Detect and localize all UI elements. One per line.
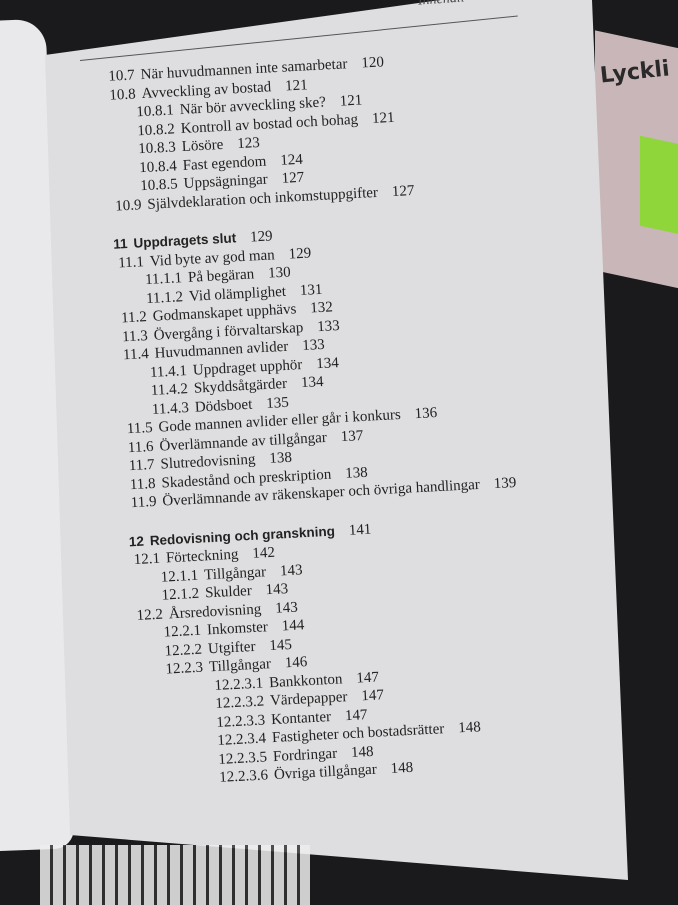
toc-entry-num: 11.1.1 xyxy=(144,270,183,289)
toc-entry-num: 12.2.3 xyxy=(165,659,204,678)
toc-entry-title: Utgifter xyxy=(207,638,256,657)
toc-entry-page: 134 xyxy=(300,373,324,392)
toc-entry-title: Värdepapper xyxy=(269,689,348,710)
toc-entry-num: 12.2.3.6 xyxy=(218,767,269,786)
toc-entry-page: 121 xyxy=(339,92,363,110)
toc-entry-page: 143 xyxy=(265,581,289,599)
toc-entry-num: 10.8 xyxy=(109,85,137,104)
toc-entry-num: 12.1 xyxy=(133,550,161,569)
toc-entry-num: 11.7 xyxy=(128,456,155,475)
toc-entry-page: 121 xyxy=(284,76,309,95)
toc-entry-num: 12.2.3.1 xyxy=(214,675,264,694)
toc-entry-page: 143 xyxy=(274,599,299,617)
toc-entry-page: 148 xyxy=(457,719,482,737)
toc-entry-page: 121 xyxy=(371,109,395,127)
toc-entry-page: 138 xyxy=(344,464,369,482)
toc-entry-page: 135 xyxy=(265,394,290,412)
toc-entry-page: 146 xyxy=(284,654,308,672)
toc-entry-page: 131 xyxy=(299,281,323,299)
toc-entry-num: 12.2.3.3 xyxy=(215,711,266,731)
toc-entry-title: Fordringar xyxy=(272,745,338,765)
toc-entry-title: På begäran xyxy=(187,266,255,286)
toc-entry-page: 148 xyxy=(350,743,374,761)
toc-entry-page: 124 xyxy=(279,151,304,169)
toc-entry-title: Övriga tillgångar xyxy=(273,761,378,784)
toc-entry-num: 11 xyxy=(112,236,128,252)
toc-entry-page: 120 xyxy=(360,54,385,72)
toc-entry-page: 143 xyxy=(279,561,303,579)
toc-entry-page: 138 xyxy=(268,449,293,467)
toc-entry-page: 145 xyxy=(269,636,293,654)
toc-entry-num: 12.2 xyxy=(136,606,164,624)
toc-entry-num: 11.1 xyxy=(117,253,145,272)
fabric xyxy=(40,845,310,905)
toc-entry-title: Förteckning xyxy=(165,546,239,567)
toc-entry-page: 123 xyxy=(236,134,261,153)
toc-entry-num: 12 xyxy=(128,533,145,549)
toc-entry-page: 132 xyxy=(309,299,334,317)
toc-entry-page: 137 xyxy=(340,427,364,445)
toc-entry-page: 129 xyxy=(288,244,312,263)
toc-entry-title: Uppdragets slut xyxy=(133,230,237,251)
toc-entry-page: 133 xyxy=(316,317,341,335)
toc-entry-num: 11.1.2 xyxy=(145,288,184,307)
toc-entry-num: 11.8 xyxy=(129,475,156,493)
toc-entry-num: 10.8.4 xyxy=(138,157,178,176)
toc-entry-num: 11.9 xyxy=(130,493,157,512)
toc-entry-page: 133 xyxy=(301,336,326,354)
toc-entry-num: 10.8.5 xyxy=(139,176,179,195)
toc-entry-title: Lösöre xyxy=(181,136,224,156)
toc-entry-page: 141 xyxy=(348,521,372,539)
toc-entry-num: 11.5 xyxy=(126,419,154,438)
toc-entry-title: Skulder xyxy=(204,582,253,602)
toc-entry-page: 147 xyxy=(361,687,385,705)
toc-entry-num: 11.4 xyxy=(122,346,150,364)
toc-entry-title: Inkomster xyxy=(206,619,269,639)
toc-entry-title: Bankkonton xyxy=(268,670,343,691)
toc-entry-num: 11.4.2 xyxy=(150,381,189,399)
toc-entry-page: 144 xyxy=(281,617,305,635)
toc-entry-page: 139 xyxy=(493,475,517,493)
toc-entry-num: 10.8.3 xyxy=(137,139,177,158)
toc-entry-num: 10.8.1 xyxy=(135,102,175,121)
toc-entry-page: 142 xyxy=(251,544,276,562)
toc-entry-page: 127 xyxy=(391,182,415,200)
toc-entry-num: 12.2.3.2 xyxy=(215,693,265,713)
toc-entry-title: Tillgångar xyxy=(203,563,267,583)
toc-entry-page: 136 xyxy=(414,405,438,423)
toc-entry-page: 134 xyxy=(315,354,340,372)
toc-entry-num: 10.8.2 xyxy=(136,120,176,139)
other-book-accent xyxy=(640,135,678,235)
toc-entry-page: 147 xyxy=(355,668,380,687)
toc-entry-num: 11.6 xyxy=(127,438,154,456)
toc-entry-num: 11.2 xyxy=(120,309,148,327)
toc-entry-num: 11.4.3 xyxy=(151,399,190,418)
toc-entry-title: Kontanter xyxy=(270,708,332,728)
table-of-contents: 10.7 När huvudmannen inte samarbetar 120 10… xyxy=(104,43,611,791)
toc-entry-num: 12.1.1 xyxy=(160,567,199,586)
toc-entry-num: 12.2.3.4 xyxy=(216,730,267,749)
toc-entry-num: 11.3 xyxy=(121,327,149,345)
toc-entry-num: 10.9 xyxy=(114,196,142,215)
toc-entry-num: 12.2.3.5 xyxy=(217,748,268,768)
toc-entry-num: 11.4.1 xyxy=(149,362,188,381)
toc-entry-page: 129 xyxy=(249,228,274,246)
toc-entry-page: 147 xyxy=(344,706,368,724)
toc-entry-page: 130 xyxy=(267,264,292,282)
toc-entry-title: Tillgångar xyxy=(208,656,272,676)
toc-entry-num: 10.7 xyxy=(108,67,136,85)
toc-entry-num: 12.2.2 xyxy=(164,641,203,660)
toc-entry-page: 148 xyxy=(390,759,414,777)
toc-entry-page: 127 xyxy=(281,169,305,187)
toc-entry-num: 12.1.2 xyxy=(161,585,200,604)
toc-entry-title: Uppsägningar xyxy=(183,171,269,192)
toc-entry-num: 12.2.1 xyxy=(163,622,202,641)
toc-entry-title: Dödsboet xyxy=(194,396,253,416)
